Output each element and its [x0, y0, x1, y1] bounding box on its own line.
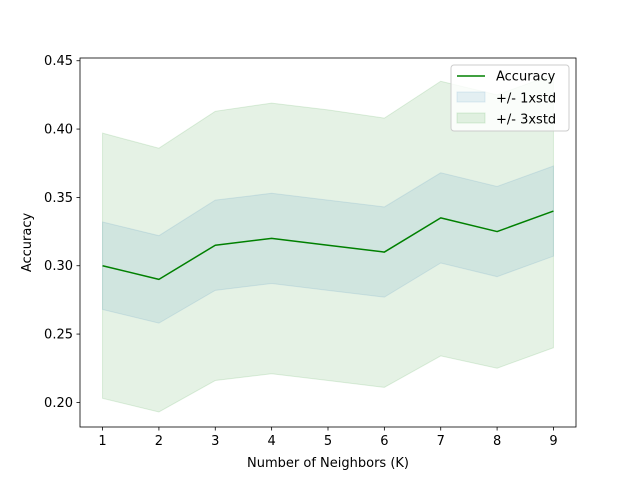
- legend-1xstd-patch: [456, 91, 486, 103]
- x-axis-ticks: 1 2 3 4 5 6 7 8 9: [98, 427, 558, 449]
- x-tick-label: 6: [380, 434, 388, 449]
- x-tick-label: 9: [549, 434, 557, 449]
- y-tick-label: 0.45: [44, 54, 73, 69]
- std-band-3xstd: [102, 73, 554, 413]
- legend-accuracy-label: Accuracy: [496, 70, 556, 85]
- y-tick-label: 0.20: [44, 396, 73, 411]
- y-axis-ticks: 0.20 0.25 0.30 0.35 0.40 0.45: [44, 54, 80, 411]
- x-tick-label: 2: [155, 434, 163, 449]
- x-tick-label: 8: [493, 434, 501, 449]
- x-tick-label: 4: [267, 434, 275, 449]
- x-tick-label: 7: [437, 434, 445, 449]
- legend-box: [450, 64, 570, 132]
- series-line-accuracy: [102, 210, 554, 281]
- y-tick-label: 0.40: [44, 123, 73, 138]
- y-axis-label: Accuracy: [20, 213, 35, 273]
- x-axis-label: Number of Neighbors (K): [247, 456, 409, 471]
- x-tick-label: 1: [98, 434, 106, 449]
- lines-layer: [102, 210, 554, 281]
- legend-3xstd-label: +/- 3xstd: [496, 113, 556, 128]
- legend: Accuracy +/- 1xstd +/- 3xstd: [450, 64, 570, 132]
- x-tick-label: 5: [324, 434, 332, 449]
- y-tick-label: 0.30: [44, 259, 73, 274]
- legend-1xstd-label: +/- 1xstd: [496, 92, 556, 107]
- y-tick-label: 0.35: [44, 191, 73, 206]
- x-tick-label: 3: [211, 434, 219, 449]
- legend-3xstd-patch: [456, 112, 486, 124]
- y-tick-label: 0.25: [44, 328, 73, 343]
